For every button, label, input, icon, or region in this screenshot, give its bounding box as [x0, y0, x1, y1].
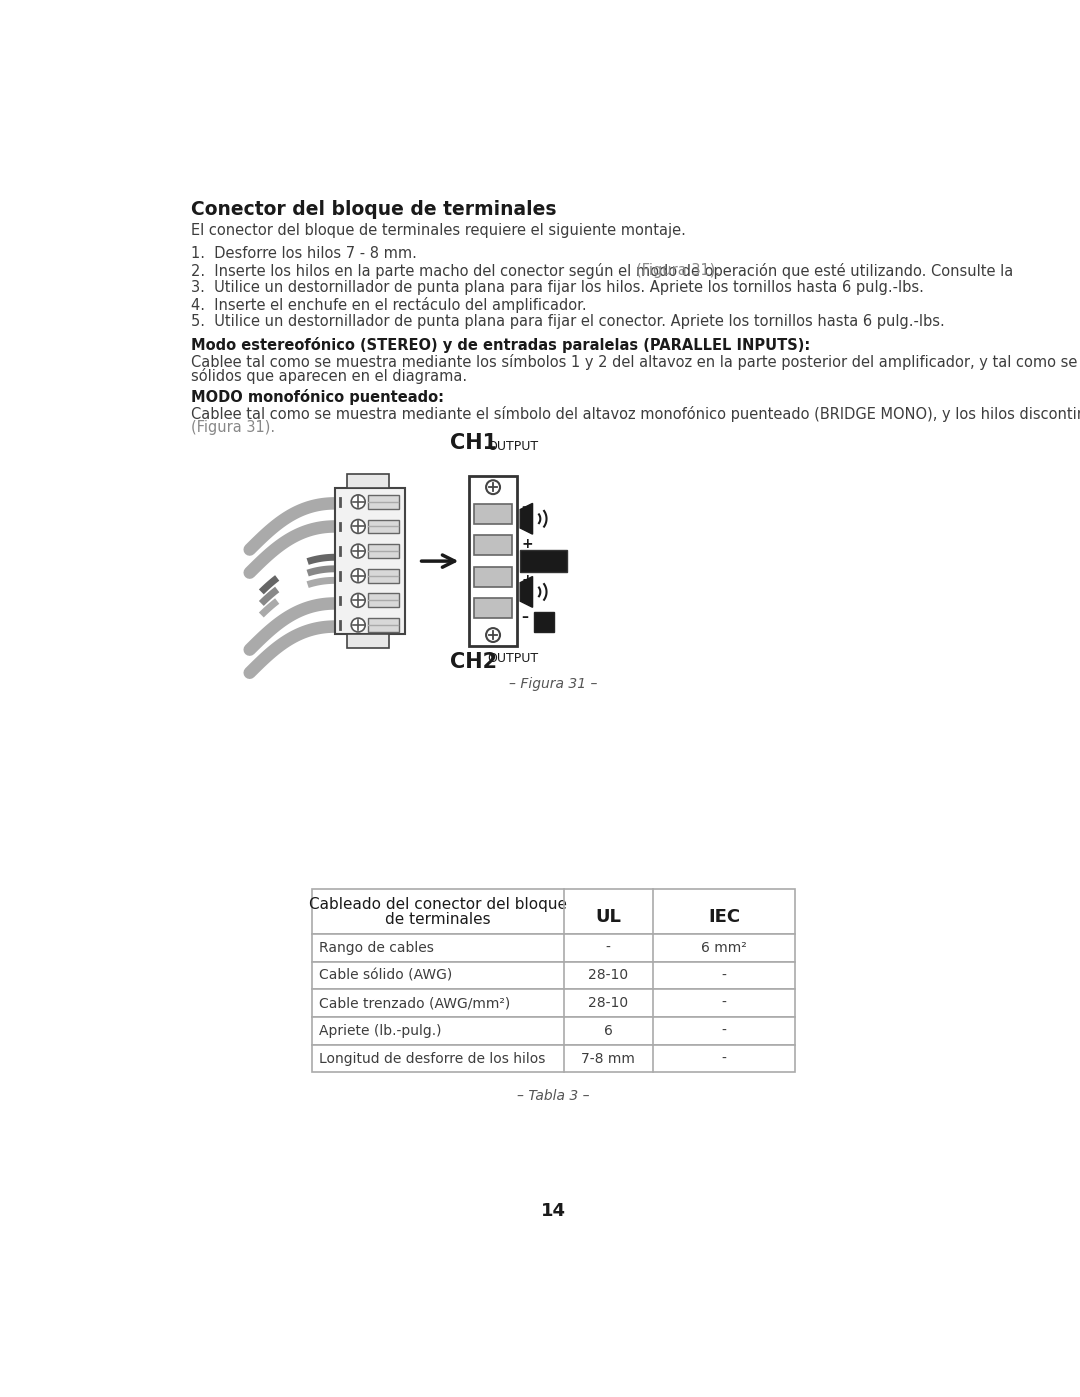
Text: Modo estereofónico (STEREO) y de entradas paralelas (PARALLEL INPUTS):: Modo estereofónico (STEREO) y de entrada…: [191, 337, 810, 353]
Text: – Tabla 3 –: – Tabla 3 –: [517, 1090, 590, 1104]
Circle shape: [351, 545, 365, 557]
Text: 6 mm²: 6 mm²: [701, 940, 747, 954]
Circle shape: [486, 481, 500, 495]
Bar: [367, 594, 399, 608]
Text: Cable trenzado (AWG/mm²): Cable trenzado (AWG/mm²): [320, 996, 511, 1010]
Text: 6: 6: [604, 1024, 612, 1038]
Text: -: -: [721, 996, 727, 1010]
Text: (Figura 31).: (Figura 31).: [636, 263, 719, 278]
Text: UL: UL: [595, 908, 621, 926]
Text: El conector del bloque de terminales requiere el siguiente montaje.: El conector del bloque de terminales req…: [191, 224, 686, 237]
Bar: [312, 1045, 795, 1073]
Bar: [312, 989, 795, 1017]
Bar: [469, 476, 517, 645]
Bar: [367, 545, 399, 557]
Bar: [367, 617, 399, 631]
Text: MODO monofónico puenteado:: MODO monofónico puenteado:: [191, 390, 444, 405]
Text: IEC: IEC: [707, 908, 740, 926]
Text: Cableado del conector del bloque: Cableado del conector del bloque: [309, 897, 567, 912]
Text: 2: 2: [537, 613, 546, 627]
Bar: [474, 535, 512, 556]
Circle shape: [351, 495, 365, 509]
Circle shape: [351, 520, 365, 534]
Bar: [367, 520, 399, 534]
Text: CH1: CH1: [449, 433, 497, 453]
Text: sólidos que aparecen en el diagrama.: sólidos que aparecen en el diagrama.: [191, 367, 467, 384]
Text: 3.  Utilice un destornillador de punta plana para fijar los hilos. Apriete los t: 3. Utilice un destornillador de punta pl…: [191, 279, 923, 295]
Text: BRIDGE: BRIDGE: [523, 553, 555, 563]
Bar: [521, 550, 567, 571]
Text: +: +: [522, 573, 534, 587]
Text: 7-8 mm: 7-8 mm: [581, 1052, 635, 1066]
Text: –: –: [522, 500, 529, 514]
Bar: [347, 634, 389, 648]
Text: OUTPUT: OUTPUT: [487, 440, 538, 453]
Text: 2.  Inserte los hilos en la parte macho del conector según el modo de operación : 2. Inserte los hilos en la parte macho d…: [191, 263, 1017, 279]
Text: Cablee tal como se muestra mediante los símbolos 1 y 2 del altavoz en la parte p: Cablee tal como se muestra mediante los …: [191, 353, 1080, 370]
Text: Rango de cables: Rango de cables: [320, 940, 434, 954]
Text: 14: 14: [541, 1203, 566, 1220]
Bar: [312, 961, 795, 989]
Text: Longitud de desforre de los hilos: Longitud de desforre de los hilos: [320, 1052, 545, 1066]
Text: (Figura 31).: (Figura 31).: [191, 420, 275, 436]
Circle shape: [351, 617, 365, 631]
Text: OUTPUT: OUTPUT: [487, 652, 538, 665]
Text: Conector del bloque de terminales: Conector del bloque de terminales: [191, 200, 556, 219]
Circle shape: [351, 569, 365, 583]
Polygon shape: [521, 503, 532, 534]
Text: -: -: [606, 940, 610, 954]
Text: CH2: CH2: [449, 652, 497, 672]
Text: 28-10: 28-10: [589, 996, 629, 1010]
Bar: [367, 495, 399, 509]
Text: +: +: [522, 538, 534, 552]
Text: -: -: [721, 1024, 727, 1038]
Text: -: -: [721, 968, 727, 982]
Text: Cablee tal como se muestra mediante el símbolo del altavoz monofónico puenteado : Cablee tal como se muestra mediante el s…: [191, 407, 1080, 422]
Text: 5.  Utilice un destornillador de punta plana para fijar el conector. Apriete los: 5. Utilice un destornillador de punta pl…: [191, 314, 945, 328]
Bar: [535, 612, 554, 631]
Circle shape: [351, 594, 365, 608]
Bar: [335, 488, 405, 634]
Bar: [312, 1017, 795, 1045]
Text: – Figura 31 –: – Figura 31 –: [510, 676, 597, 690]
Text: de terminales: de terminales: [384, 912, 490, 928]
Bar: [312, 933, 795, 961]
Bar: [474, 504, 512, 524]
Text: 1.  Desforre los hilos 7 - 8 mm.: 1. Desforre los hilos 7 - 8 mm.: [191, 246, 417, 261]
Polygon shape: [521, 577, 532, 608]
Text: 4.  Inserte el enchufe en el rectáculo del amplificador.: 4. Inserte el enchufe en el rectáculo de…: [191, 298, 586, 313]
Bar: [367, 569, 399, 583]
Bar: [474, 567, 512, 587]
Text: MONO: MONO: [523, 562, 550, 571]
Text: Cable sólido (AWG): Cable sólido (AWG): [320, 968, 453, 982]
Bar: [347, 474, 389, 488]
Text: Apriete (lb.-pulg.): Apriete (lb.-pulg.): [320, 1024, 442, 1038]
Circle shape: [486, 629, 500, 643]
Text: –: –: [522, 610, 529, 624]
Text: 28-10: 28-10: [589, 968, 629, 982]
Bar: [474, 598, 512, 619]
Bar: [312, 888, 795, 933]
Text: -: -: [721, 1052, 727, 1066]
